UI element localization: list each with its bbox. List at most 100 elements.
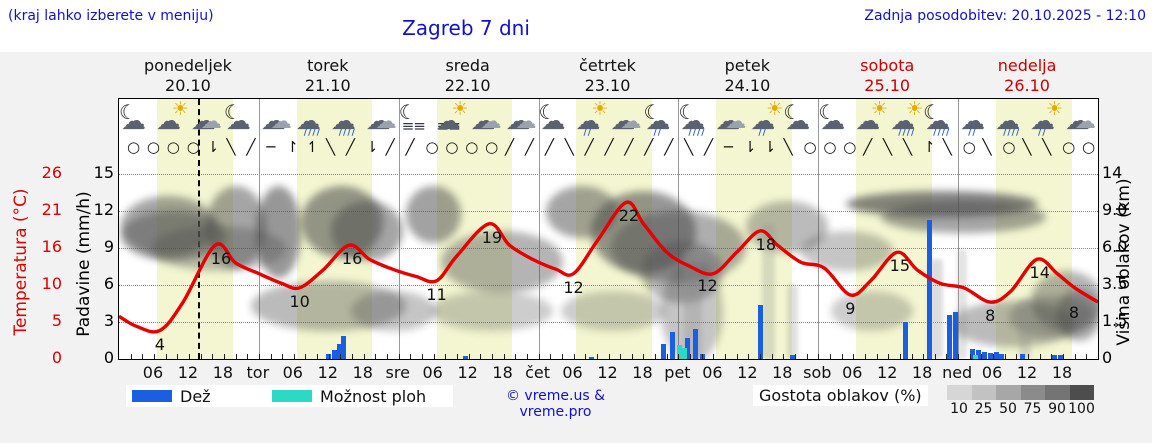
weather-icon-drizzle: ☁// — [958, 100, 993, 138]
wind-barb-icon: ╲ — [783, 138, 793, 156]
daytime-band — [716, 99, 793, 359]
legend-showers-label: Možnost ploh — [320, 386, 427, 406]
menu-hint-text: (kraj lahko izberete v meniju) — [8, 8, 214, 24]
temp-tick-label: 21 — [41, 200, 62, 219]
hour-tick — [468, 354, 470, 359]
gradient-segment — [1069, 385, 1094, 400]
rain-swatch-icon — [132, 390, 172, 402]
credit-link[interactable]: © vreme.us & vreme.pro — [505, 388, 606, 420]
wind-barb-icon: ⇂ — [763, 138, 777, 156]
x-axis-labels: 06 12 18 tor 06 12 18 sre 06 12 18 čet 06 12 18 pet 06 12… — [118, 361, 1097, 382]
cloud-icon: ☁ — [330, 106, 356, 135]
cloud-icon: ☁ — [200, 109, 222, 133]
hour-tick — [888, 354, 890, 359]
wind-barb-icon: ○ — [1002, 138, 1016, 156]
cloud-height-tick-label: 6.0 — [1102, 237, 1128, 256]
hour-tick — [352, 354, 354, 359]
temperature-value-label: 18 — [755, 234, 776, 254]
precip-tick-label: 12 — [93, 200, 114, 219]
weather-icon-cloud: ☁ ☁ — [504, 100, 539, 136]
rain-bar — [926, 219, 932, 359]
weather-icon-cloud: ☁ ☁ — [608, 100, 643, 136]
rain-bar — [341, 335, 347, 359]
rain-bar — [953, 312, 959, 359]
temperature-value-label: 8 — [1068, 303, 1080, 323]
x-hour-label: 18 — [632, 363, 653, 382]
temperature-axis-title: Temperatura (°C) — [11, 188, 31, 336]
wind-barb-icon: ─ — [723, 138, 733, 156]
cloud-icon: ☁ — [645, 106, 671, 135]
hour-tick — [328, 354, 330, 359]
x-day-abbrev-label: pet — [664, 363, 691, 382]
weather-icon-n-drizzle: ☾ ☁// — [643, 100, 678, 138]
wind-barb-icon: ╱ — [544, 138, 554, 156]
wind-barb-icon: ╱ — [604, 138, 614, 156]
x-day-abbrev-label: ned — [942, 363, 973, 382]
rain-bar — [976, 350, 982, 359]
weather-icon-cloud: ☁ ☁ — [259, 100, 294, 136]
hour-tick — [398, 354, 400, 359]
hour-tick — [643, 354, 645, 359]
rain-drops-icon: //// — [688, 128, 706, 138]
cloud-blob — [351, 291, 436, 331]
wind-barb-icon: ╲ — [883, 138, 893, 156]
x-day-abbrev-label: sre — [385, 363, 410, 382]
temp-tick-label: 10 — [41, 274, 62, 293]
x-hour-label: 12 — [317, 363, 338, 382]
weather-icon-n-rain: ☾ ☁//// — [923, 100, 958, 138]
moon-icon: ☾ — [223, 100, 242, 124]
moon-icon: ☾ — [538, 100, 557, 124]
rain-bar — [993, 351, 999, 359]
cloud-icon: ☁ — [1075, 109, 1097, 133]
rain-bar — [789, 355, 795, 359]
weather-icon-d-sun-rain: ☀ ☁//// — [888, 99, 923, 138]
weather-icon-n-cloud: ☾ ☁ — [539, 100, 574, 136]
hour-tick — [783, 354, 785, 359]
hour-tick — [317, 354, 319, 359]
temperature-value-label: 15 — [889, 256, 911, 276]
cloud-icon: ☁ — [365, 106, 391, 135]
hour-tick — [736, 354, 738, 359]
precip-tick-label: 3 — [103, 311, 114, 330]
rain-bar — [1058, 354, 1064, 359]
wind-barb-icon: ○ — [127, 138, 141, 156]
rain-drops-icon: //// — [898, 128, 916, 138]
rain-bar — [693, 329, 699, 359]
gradient-tick-label: 10 — [950, 401, 968, 417]
rain-drops-icon: //// — [1003, 128, 1021, 138]
cloud-icon: ☁ — [375, 109, 397, 133]
hour-tick — [153, 354, 155, 359]
gradient-segment — [1045, 385, 1070, 400]
wind-barb-icon: ⇂ — [365, 138, 379, 156]
cloud-blob — [121, 196, 216, 256]
shower-bar — [677, 345, 683, 359]
hour-tick — [456, 354, 458, 359]
gradient-tick-label: 100 — [1068, 401, 1095, 417]
temperature-value-label: 12 — [697, 276, 718, 296]
cloud-height-tick-label: 3.5 — [1102, 274, 1128, 293]
temperature-value-label: 10 — [289, 291, 310, 311]
rain-drops-icon: //// — [303, 128, 321, 138]
day-name: sobota — [860, 56, 915, 75]
rain-bar — [700, 354, 706, 359]
wind-barb-icon: ╲ — [902, 138, 912, 156]
day-date: 21.10 — [304, 76, 351, 95]
rain-bar — [588, 356, 594, 359]
hour-tick — [806, 354, 808, 359]
hour-tick — [818, 354, 820, 359]
wind-barb-icon: ╲ — [325, 138, 335, 156]
wind-barb-icon: ╲ — [1022, 138, 1032, 156]
weather-icon-d-sun-drizzle: ☀ ☁// — [748, 99, 783, 138]
cloud-blob — [251, 281, 406, 331]
cloud-density-tick-labels: 10 25 50 75 90 100 — [947, 401, 1097, 417]
wind-barb-icon: ○ — [803, 138, 817, 156]
wind-barb-icon: ○ — [843, 138, 857, 156]
rain-drops-icon: // — [968, 128, 977, 138]
hour-tick — [491, 354, 493, 359]
gradient-tick-label: 75 — [1023, 401, 1042, 417]
cloud-icon: ☁ — [620, 109, 642, 133]
hour-tick — [422, 354, 424, 359]
hour-tick — [981, 354, 983, 359]
rain-drops-icon: // — [758, 128, 767, 138]
